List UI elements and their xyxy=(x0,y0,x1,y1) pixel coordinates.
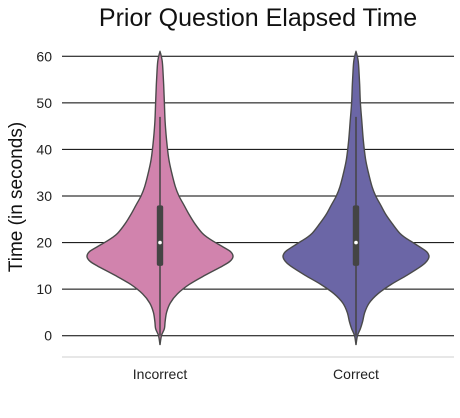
y-tick-label: 30 xyxy=(36,188,52,204)
y-tick-label: 60 xyxy=(36,48,52,64)
x-tick-label: Correct xyxy=(333,366,379,382)
grid-lines xyxy=(62,55,454,337)
violins xyxy=(86,50,430,346)
violin-median xyxy=(158,240,162,245)
y-axis-label: Time (in seconds) xyxy=(6,122,27,272)
x-tick-labels: Incorrect Correct xyxy=(133,366,379,382)
y-tick-labels: 0 10 20 30 40 50 60 xyxy=(36,48,52,343)
y-tick-label: 50 xyxy=(36,95,52,111)
violin-iqr-box xyxy=(352,205,360,266)
violin-median xyxy=(354,240,358,245)
violin-iqr-box xyxy=(156,205,164,266)
violin-incorrect xyxy=(86,50,234,346)
y-tick-label: 0 xyxy=(44,328,52,344)
y-tick-label: 10 xyxy=(36,281,52,297)
violin-correct xyxy=(282,50,430,346)
y-tick-label: 20 xyxy=(36,235,52,251)
y-tick-label: 40 xyxy=(36,141,52,157)
chart-title: Prior Question Elapsed Time xyxy=(99,4,417,32)
x-tick-label: Incorrect xyxy=(133,366,188,382)
